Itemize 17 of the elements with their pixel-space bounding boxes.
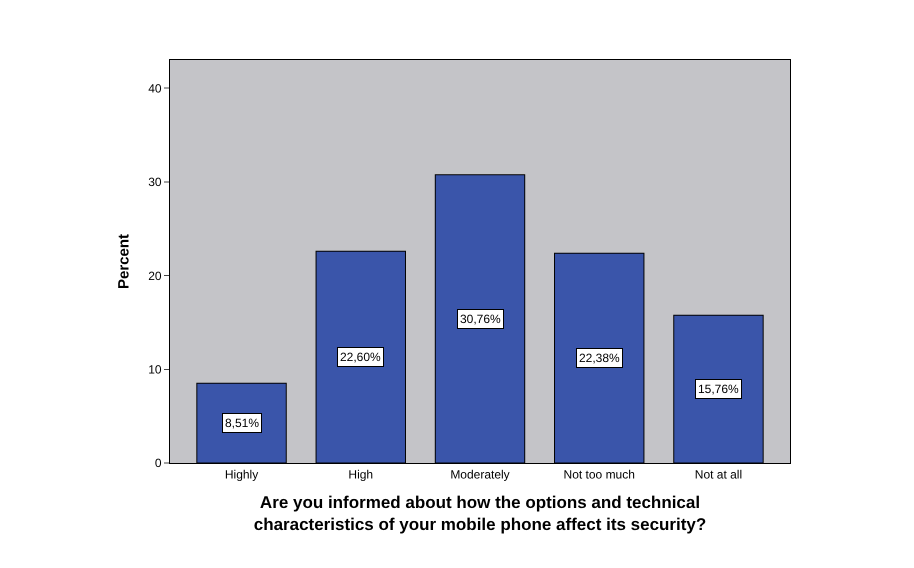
data-label: 22,60% — [340, 350, 382, 364]
y-tick-label: 40 — [148, 81, 162, 96]
y-tick-label: 0 — [154, 456, 162, 470]
data-label: 30,76% — [460, 312, 502, 326]
x-tick-label: Not at all — [694, 467, 742, 482]
x-tick-label: Moderately — [450, 467, 510, 482]
x-tick-label: Highly — [224, 467, 258, 482]
y-axis-title: Percent — [115, 234, 132, 290]
y-tick-label: 20 — [148, 268, 162, 283]
data-label: 15,76% — [698, 382, 740, 396]
x-axis-title: Are you informed about how the options and technical characteristics of your mobile phone affect its security? — [254, 492, 706, 534]
y-tick-label: 30 — [148, 175, 162, 190]
x-tick-label: Not too much — [564, 467, 635, 482]
x-tick-label: High — [348, 467, 374, 482]
data-label: 8,51% — [225, 416, 260, 430]
data-label: 22,38% — [579, 351, 620, 365]
y-tick-label: 10 — [148, 362, 162, 376]
